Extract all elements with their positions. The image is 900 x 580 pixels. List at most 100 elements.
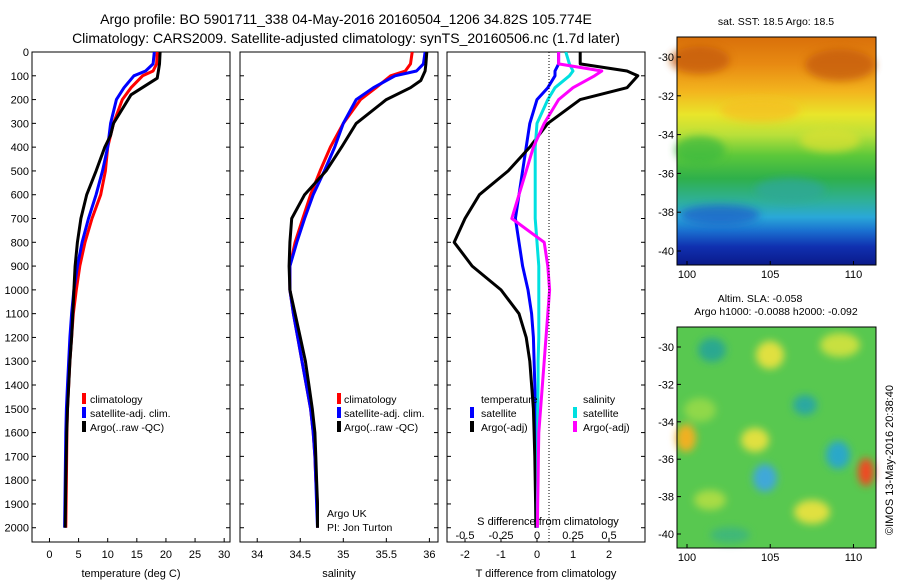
difference-legend: temperature satellite Argo(-adj) salinit… xyxy=(470,394,630,434)
x-tick-label: 34 xyxy=(251,549,263,561)
sla-blob xyxy=(793,395,817,415)
legend-swatch-sal-argo xyxy=(573,421,577,432)
sla-blob xyxy=(756,341,784,369)
x-tick-label: 25 xyxy=(189,549,201,561)
map-x-tick-label: 105 xyxy=(761,269,779,281)
depth-tick-label: 400 xyxy=(11,142,29,154)
series-line xyxy=(533,52,575,528)
series-line xyxy=(287,52,429,528)
map-y-tick-label: -32 xyxy=(658,91,674,103)
sla-map-title1: Altim. SLA: -0.058 xyxy=(718,293,803,305)
depth-tick-label: 2000 xyxy=(5,523,29,535)
depth-tick-label: 1100 xyxy=(5,309,29,321)
top-x-tick-label: 0.5 xyxy=(601,530,616,542)
map-y-tick-label: -38 xyxy=(658,492,674,504)
map-x-tick-label: 105 xyxy=(761,552,779,564)
sla-blob xyxy=(826,441,850,469)
legend-title-salinity: salinity xyxy=(583,394,616,406)
depth-tick-label: 800 xyxy=(11,237,29,249)
top-x-tick-label: 0.25 xyxy=(562,530,583,542)
x-tick-label: -1 xyxy=(496,549,506,561)
difference-panel-frame xyxy=(446,51,646,543)
legend-swatch-satellite xyxy=(82,407,86,418)
depth-tick-label: 1600 xyxy=(5,428,29,440)
axis-ticks: 0100200300400500600700800900100011001200… xyxy=(5,47,645,561)
depth-tick-label: 1900 xyxy=(5,499,29,511)
figure-title-line1: Argo profile: BO 5901711_338 04-May-2016… xyxy=(100,11,592,27)
legend-swatch-satellite xyxy=(337,407,341,418)
legend-title-temperature: temperature xyxy=(481,394,538,406)
sla-blob xyxy=(741,428,769,452)
series-line xyxy=(63,52,156,528)
x-tick-label: -2 xyxy=(460,549,470,561)
legend-label: satellite xyxy=(583,408,619,420)
sst-blob xyxy=(675,136,725,164)
legend-swatch-argo xyxy=(82,421,86,432)
legend-label: Argo(..raw -QC) xyxy=(90,422,164,434)
legend-label: satellite xyxy=(481,408,517,420)
x-tick-label: 2 xyxy=(606,549,612,561)
argo-program-note: Argo UK xyxy=(327,508,367,520)
legend-swatch-temp-satellite xyxy=(470,407,474,418)
depth-tick-label: 500 xyxy=(11,166,29,178)
sla-blob xyxy=(753,464,777,492)
legend-label: Argo(-adj) xyxy=(481,422,528,434)
sla-blob xyxy=(794,500,830,524)
x-tick-label: 1 xyxy=(570,549,576,561)
sst-blob xyxy=(800,128,860,152)
map-y-tick-label: -32 xyxy=(658,379,674,391)
x-tick-label: 34.5 xyxy=(290,549,311,561)
sst-map-title: sat. SST: 18.5 Argo: 18.5 xyxy=(718,16,834,28)
map-y-tick-label: -30 xyxy=(658,342,674,354)
depth-tick-label: 1400 xyxy=(5,380,29,392)
legend-label: climatology xyxy=(90,394,143,406)
legend-label: Argo(-adj) xyxy=(583,422,630,434)
sla-map-frame xyxy=(676,326,877,549)
salinity-xlabel: salinity xyxy=(322,568,356,580)
legend-swatch-climatology xyxy=(82,393,86,404)
sla-blob xyxy=(676,424,696,452)
x-tick-label: 30 xyxy=(218,549,230,561)
depth-tick-label: 0 xyxy=(23,47,29,59)
x-tick-label: 36 xyxy=(423,549,435,561)
map-y-tick-label: -40 xyxy=(658,529,674,541)
sst-blob xyxy=(755,178,825,202)
sst-blob xyxy=(670,46,730,74)
sla-blob xyxy=(694,490,726,510)
x-tick-label: 35 xyxy=(337,549,349,561)
depth-tick-label: 1300 xyxy=(5,356,29,368)
sst-blob xyxy=(720,98,800,122)
x-tick-label: 5 xyxy=(76,549,82,561)
sst-blob xyxy=(680,205,760,225)
depth-tick-label: 300 xyxy=(11,118,29,130)
legend-swatch-argo xyxy=(337,421,341,432)
map-x-tick-label: 110 xyxy=(845,269,863,281)
sla-map xyxy=(676,326,877,549)
x-tick-label: 20 xyxy=(160,549,172,561)
sla-blob xyxy=(710,527,750,543)
sla-blob xyxy=(698,338,726,362)
sst-blob xyxy=(805,49,875,81)
sla-blob xyxy=(858,458,874,486)
map-y-tick-label: -34 xyxy=(658,417,674,429)
map-x-tick-label: 110 xyxy=(845,552,863,564)
legend-label: climatology xyxy=(344,394,397,406)
legend-label: Argo(..raw -QC) xyxy=(344,422,418,434)
top-x-tick-label: -0.5 xyxy=(456,530,475,542)
legend-label: satellite-adj. clim. xyxy=(90,408,171,420)
series-line xyxy=(63,52,162,528)
sla-map-title2: Argo h1000: -0.0088 h2000: -0.092 xyxy=(694,306,858,318)
legend-label: satellite-adj. clim. xyxy=(344,408,425,420)
pi-note: PI: Jon Turton xyxy=(327,522,393,534)
difference-xlabel: T difference from climatology xyxy=(476,568,617,580)
map-y-tick-label: -36 xyxy=(658,168,674,180)
map-y-tick-label: -34 xyxy=(658,130,674,142)
legend-swatch-climatology xyxy=(337,393,341,404)
series-line xyxy=(288,52,414,528)
imos-credit: ©IMOS 13-May-2016 20:38:40 xyxy=(884,385,896,535)
salinity-legend: climatology satellite-adj. clim. Argo(..… xyxy=(327,393,425,534)
depth-tick-label: 1800 xyxy=(5,475,29,487)
series-line xyxy=(288,52,427,528)
sst-map-ticks: -30 -32 -34 -36 -38 -40 100 105 110 xyxy=(658,52,862,281)
